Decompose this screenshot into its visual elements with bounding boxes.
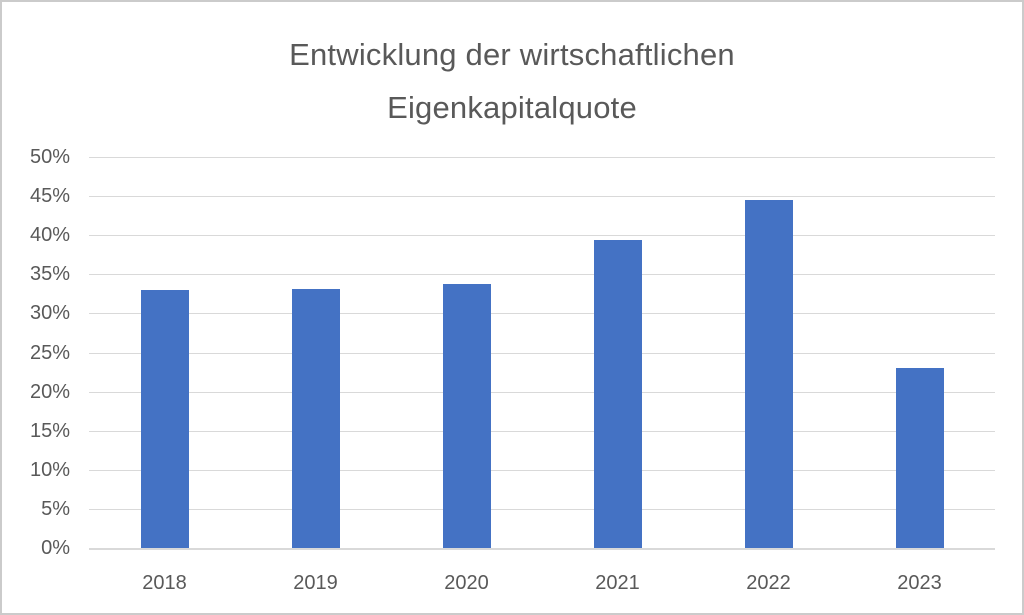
y-tick-label-25: 25% xyxy=(29,341,70,364)
gridline-5 xyxy=(89,508,995,510)
gridline-15 xyxy=(89,430,995,432)
chart-title-line-2: Eigenkapitalquote xyxy=(387,90,637,125)
y-tick-label-40: 40% xyxy=(29,224,70,247)
y-tick-label-30: 30% xyxy=(29,302,70,325)
y-tick-label-0: 0% xyxy=(41,537,70,559)
gridline-30 xyxy=(89,313,995,315)
y-tick-label-20: 20% xyxy=(29,380,70,403)
chart-title: Entwicklung der wirtschaftlichen Eigenka… xyxy=(2,28,1022,134)
x-tick-label-2023: 2023 xyxy=(897,572,942,594)
gridline-10 xyxy=(89,469,995,471)
bar-2019 xyxy=(291,289,340,548)
gridline-20 xyxy=(89,391,995,393)
chart-title-line-1: Entwicklung der wirtschaftlichen xyxy=(289,37,735,72)
x-axis-line xyxy=(89,548,995,550)
gridline-25 xyxy=(89,352,995,354)
x-tick-label-2020: 2020 xyxy=(444,572,489,594)
gridline-50 xyxy=(89,157,995,158)
x-tick-label-2021: 2021 xyxy=(595,572,640,594)
bar-2018 xyxy=(140,289,189,548)
y-tick-label-45: 45% xyxy=(29,185,70,208)
y-tick-label-50: 50% xyxy=(29,146,70,168)
y-tick-label-5: 5% xyxy=(41,497,70,520)
bar-2021 xyxy=(593,239,642,548)
y-tick-label-35: 35% xyxy=(29,263,70,286)
bar-2020 xyxy=(442,283,491,548)
plot-area xyxy=(89,157,995,550)
x-tick-label-2018: 2018 xyxy=(142,572,187,594)
gridline-45 xyxy=(89,196,995,198)
gridline-40 xyxy=(89,235,995,237)
x-tick-label-2019: 2019 xyxy=(293,572,338,594)
y-tick-label-15: 15% xyxy=(29,419,70,442)
y-tick-label-10: 10% xyxy=(29,458,70,481)
gridline-35 xyxy=(89,274,995,276)
bar-2023 xyxy=(895,368,944,548)
bar-2022 xyxy=(744,200,793,548)
x-tick-label-2022: 2022 xyxy=(746,572,791,594)
